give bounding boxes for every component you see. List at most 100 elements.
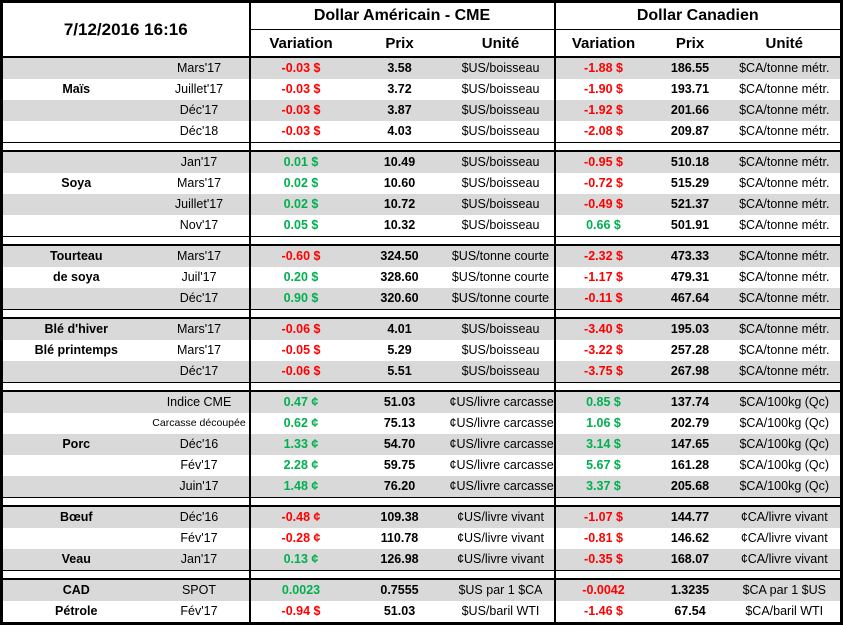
usd-section-title: Dollar Américain - CME	[249, 1, 556, 30]
table-row: CAD SPOT 0.0023 0.7555 $US par 1 $CA -0.0042 1…	[1, 579, 842, 601]
commodity-label	[1, 528, 150, 549]
usd-unit-label: $US/boisseau	[447, 215, 556, 237]
commodity-label	[1, 215, 150, 237]
cad-unit-label: $CA/tonne métr.	[728, 288, 842, 310]
separator-cell	[728, 570, 842, 580]
usd-unit-label: $US/tonne courte	[447, 267, 556, 288]
cad-price-value: 193.71	[651, 79, 729, 100]
separator-cell	[651, 236, 729, 246]
cad-unit-label: $CA/tonne métr.	[728, 121, 842, 143]
contract-label: Juillet'17	[149, 194, 251, 215]
table-row: Déc'17 -0.03 $3.87 $US/boisseau -1.92 $201.…	[1, 100, 842, 121]
separator-cell	[728, 142, 842, 152]
usd-unit-label: ¢US/livre vivant	[447, 528, 556, 549]
contract-label: Déc'16	[149, 506, 251, 528]
usd-variation-value: -0.06 $	[249, 361, 352, 383]
table-row: Maïs Juillet'17 -0.03 $3.72 $US/boisseau -1.…	[1, 79, 842, 100]
commodity-label	[1, 151, 150, 173]
usd-unit-label: ¢US/livre carcasse	[447, 413, 556, 434]
usd-unit-label: ¢US/livre carcasse	[447, 391, 556, 413]
table-row: Fév'17 -0.28 ¢ 110.78 ¢US/livre vivant -0.81…	[1, 528, 842, 549]
contract-label: SPOT	[149, 579, 251, 601]
cad-price-value: 195.03	[651, 318, 729, 340]
table-header: 7/12/2016 16:16 Dollar Américain - CME D…	[1, 1, 842, 58]
header-row-columns: Variation Prix Unité Variation Prix Unit…	[2, 29, 842, 58]
commodity-label	[1, 100, 150, 121]
table-row: Déc'17 -0.06 $5.51 $US/boisseau -3.75 $267.…	[1, 361, 842, 383]
cad-unit-label: $CA/tonne métr.	[728, 151, 842, 173]
contract-label: Juin'17	[149, 476, 251, 498]
contract-label: Déc'18	[149, 121, 251, 143]
usd-price-value: 324.50	[351, 245, 448, 267]
table-row: Carcasse découpée 0.62 ¢ 75.13 ¢US/livre ca…	[1, 413, 842, 434]
separator-cell	[554, 497, 652, 507]
usd-unit-label: $US/tonne courte	[447, 245, 556, 267]
separator-cell	[447, 309, 556, 319]
cad-price-value: 146.62	[651, 528, 729, 549]
usd-price-value: 51.03	[351, 601, 448, 624]
separator-cell	[651, 570, 729, 580]
contract-label: Indice CME	[149, 391, 251, 413]
cad-price-value: 202.79	[651, 413, 729, 434]
contract-label: Déc'17	[149, 288, 251, 310]
table-row: Tourteau Mars'17 -0.60 $324.50 $US/tonne co…	[1, 245, 842, 267]
commodity-label	[1, 391, 150, 413]
cad-price-value: 501.91	[651, 215, 729, 237]
cad-price-value: 467.64	[651, 288, 729, 310]
usd-variation-value: 0.62 ¢	[249, 413, 352, 434]
table-body: Mars'17 -0.03 $3.58 $US/boisseau -1.88 $186…	[1, 57, 842, 624]
usd-price-value: 126.98	[351, 549, 448, 571]
separator-cell	[447, 236, 556, 246]
usd-price-value: 4.01	[351, 318, 448, 340]
usd-variation-header: Variation	[249, 29, 352, 58]
usd-unite-header: Unité	[447, 29, 556, 58]
cad-variation-value: 3.14 $	[554, 434, 652, 455]
cad-price-value: 137.74	[651, 391, 729, 413]
separator-cell	[149, 142, 251, 152]
usd-price-value: 75.13	[351, 413, 448, 434]
cad-unit-label: ¢CA/livre vivant	[728, 549, 842, 571]
cad-price-value: 161.28	[651, 455, 729, 476]
cad-variation-value: -0.81 $	[554, 528, 652, 549]
usd-variation-value: -0.03 $	[249, 57, 352, 79]
contract-label: Mars'17	[149, 340, 251, 361]
usd-variation-value: 0.47 ¢	[249, 391, 352, 413]
separator-cell	[554, 382, 652, 392]
usd-variation-value: -0.03 $	[249, 79, 352, 100]
usd-price-value: 10.72	[351, 194, 448, 215]
cad-price-value: 186.55	[651, 57, 729, 79]
usd-variation-value: 0.02 $	[249, 194, 352, 215]
cad-variation-value: -3.75 $	[554, 361, 652, 383]
cad-unit-label: $CA/tonne métr.	[728, 215, 842, 237]
cad-price-value: 515.29	[651, 173, 729, 194]
cad-prix-header: Prix	[651, 29, 729, 58]
cad-unit-label: $CA/100kg (Qc)	[728, 413, 842, 434]
cad-variation-value: 0.66 $	[554, 215, 652, 237]
usd-unit-label: $US/tonne courte	[447, 288, 556, 310]
separator-cell	[728, 236, 842, 246]
separator-cell	[351, 309, 448, 319]
separator-cell	[149, 570, 251, 580]
usd-variation-value: -0.60 $	[249, 245, 352, 267]
table-row: Déc'18 -0.03 $4.03 $US/boisseau -2.08 $209.…	[1, 121, 842, 143]
table-row: Blé printemps Mars'17 -0.05 $5.29 $US/boiss…	[1, 340, 842, 361]
separator-cell	[554, 142, 652, 152]
commodity-label: Tourteau	[1, 245, 150, 267]
table-row: Déc'17 0.90 $320.60 $US/tonne courte -0.11 …	[1, 288, 842, 310]
usd-variation-value: -0.06 $	[249, 318, 352, 340]
table-row: Mars'17 -0.03 $3.58 $US/boisseau -1.88 $186…	[1, 57, 842, 79]
usd-price-value: 51.03	[351, 391, 448, 413]
group-separator	[1, 570, 842, 580]
commodity-label: Soya	[1, 173, 150, 194]
commodity-label	[1, 57, 150, 79]
commodity-label	[1, 455, 150, 476]
usd-price-value: 4.03	[351, 121, 448, 143]
cad-unit-label: $CA/tonne métr.	[728, 340, 842, 361]
group-separator	[1, 382, 842, 392]
commodity-label: Maïs	[1, 79, 150, 100]
commodity-label: Porc	[1, 434, 150, 455]
cad-variation-value: -1.46 $	[554, 601, 652, 624]
header-row-sections: 7/12/2016 16:16 Dollar Américain - CME D…	[1, 1, 842, 58]
usd-variation-value: 0.05 $	[249, 215, 352, 237]
